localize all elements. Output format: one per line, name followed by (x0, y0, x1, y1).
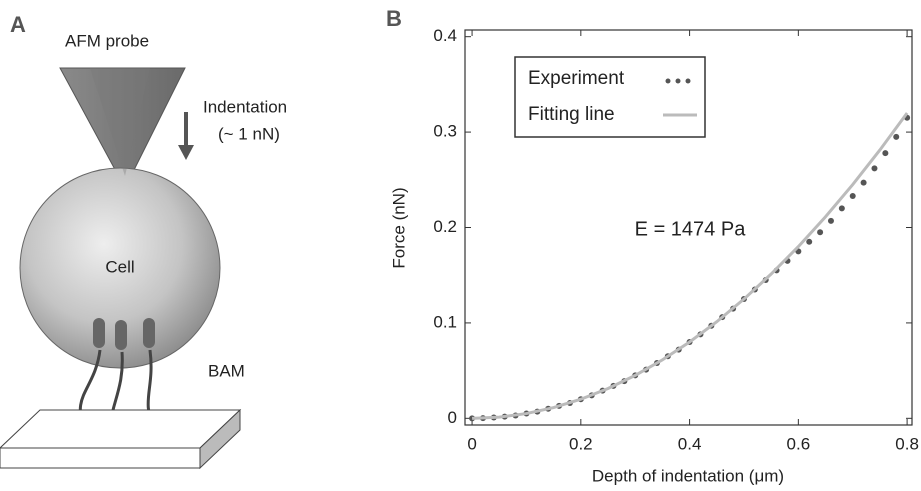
panel-label: A (10, 12, 26, 37)
cell (19, 167, 221, 369)
arrow-head (178, 145, 194, 160)
legend-swatch (675, 78, 681, 84)
substrate-side (199, 408, 241, 470)
legend-swatch (685, 78, 691, 84)
legend-label: Experiment (528, 68, 625, 89)
data-point (827, 217, 834, 224)
y-tick-label: 0.2 (433, 217, 457, 236)
x-tick-label: 0.6 (787, 434, 811, 453)
legend-swatch (665, 78, 671, 84)
x-tick-label: 0.2 (569, 434, 593, 453)
substrate-top (0, 409, 242, 449)
panel-a: A AFM probe Indentation (~ 1 nN) Cell BA… (0, 12, 287, 470)
data-point (893, 133, 900, 140)
force-label: (~ 1 nN) (218, 124, 280, 143)
y-tick-label: 0.1 (433, 312, 457, 331)
panel-label: B (386, 6, 402, 31)
probe-shade (90, 68, 150, 176)
annotation: E = 1474 Pa (635, 218, 747, 240)
y-tick-label: 0.4 (433, 26, 457, 45)
x-tick-label: 0 (467, 434, 476, 453)
y-tick-label: 0 (448, 408, 457, 427)
data-point (849, 193, 856, 200)
legend-box (514, 56, 706, 138)
cell-label: Cell (105, 257, 134, 276)
anchors (93, 318, 155, 350)
data-point (860, 179, 867, 186)
data-point (806, 238, 813, 245)
y-axis-label: Force (nN) (389, 187, 408, 268)
y-tick-label: 0.3 (433, 122, 457, 141)
legend-label: Fitting line (528, 104, 615, 125)
fit-line (472, 112, 909, 420)
x-tick-label: 0.8 (895, 434, 919, 453)
data-point (871, 165, 878, 172)
data-point (838, 205, 845, 212)
bam-label: BAM (208, 361, 245, 380)
indentation-label: Indentation (203, 97, 287, 116)
afm-probe (59, 67, 186, 190)
data-point (817, 229, 824, 236)
substrate-front (0, 447, 201, 469)
probe-label: AFM probe (65, 31, 149, 50)
x-axis-label: Depth of indentation (μm) (592, 466, 784, 485)
x-tick-label: 0.4 (678, 434, 702, 453)
data-point (882, 150, 889, 157)
